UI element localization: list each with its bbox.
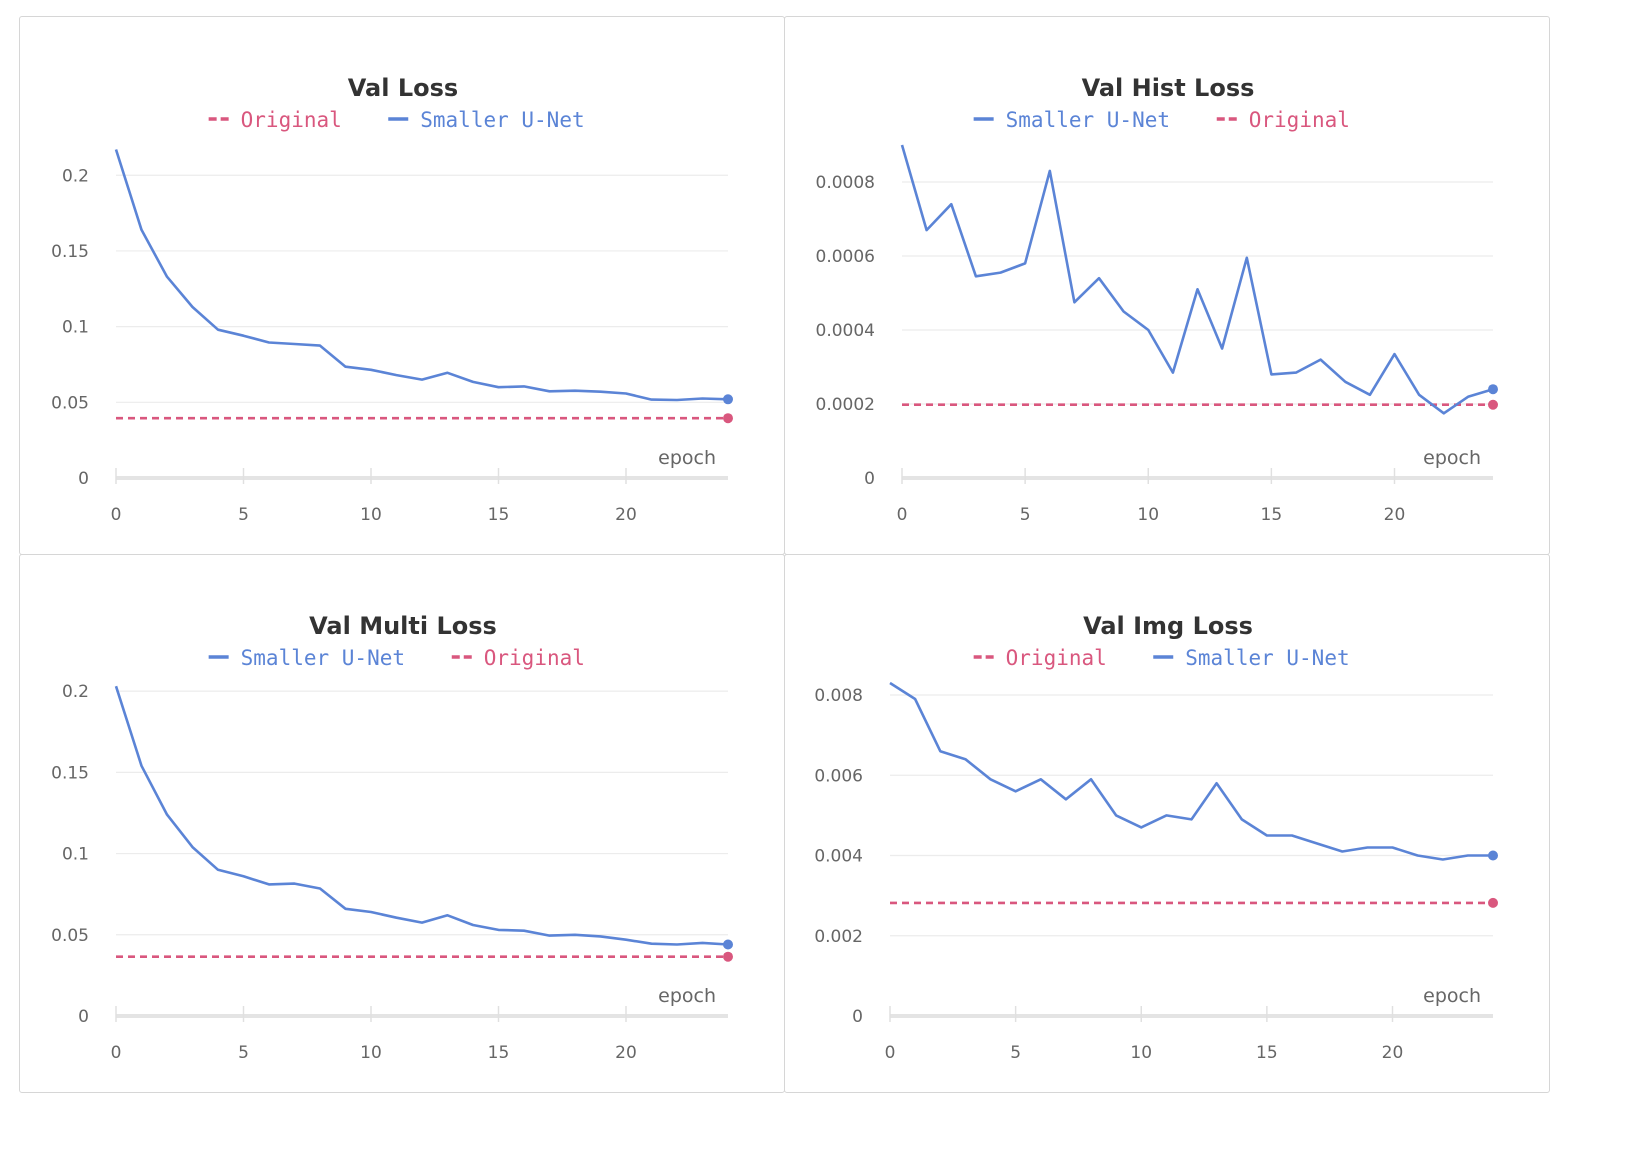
y-tick-label: 0.1 [62, 845, 89, 865]
x-tick-label: 0 [111, 1043, 122, 1063]
chart-title: Val Loss [348, 74, 458, 102]
x-tick-label: 0 [111, 505, 122, 525]
legend-label-smaller-u-net: Smaller U-Net [1006, 108, 1170, 132]
x-tick-label: 5 [1010, 1043, 1021, 1063]
chart-panel-val-loss: Val Loss Original Smaller U-Net 0 0.05 0.1 0.1… [19, 16, 785, 555]
y-tick-label: 0.0006 [816, 247, 875, 267]
y-tick-label: 0.0004 [816, 321, 875, 341]
series-line-smaller-u-net [900, 144, 1494, 415]
series-line-smaller-u-net [114, 149, 729, 402]
x-tick-label: 0 [897, 505, 908, 525]
y-tick-label: 0.002 [814, 927, 863, 947]
x-axis-label: epoch [1423, 985, 1481, 1007]
y-tick-label: 0.004 [814, 847, 863, 867]
y-tick-label: 0 [864, 469, 875, 489]
chart-title: Val Multi Loss [309, 612, 497, 640]
x-tick-label: 10 [1130, 1043, 1152, 1063]
chart-panel-val-multi-loss: Val Multi Loss Smaller U-Net Original 0 0.05… [19, 554, 785, 1093]
x-axis-label: epoch [658, 447, 716, 469]
x-tick-label: 10 [1137, 505, 1159, 525]
series-end-point-original [723, 951, 733, 962]
y-tick-label: 0.05 [51, 393, 89, 413]
y-tick-label: 0 [852, 1007, 863, 1027]
x-tick-label: 20 [615, 1043, 637, 1063]
x-tick-label: 0 [885, 1043, 896, 1063]
series-line-smaller-u-net [114, 685, 729, 946]
y-tick-label: 0.2 [62, 166, 89, 186]
series-end-point-smaller-u-net [723, 394, 733, 405]
y-tick-label: 0.15 [51, 242, 89, 262]
y-tick-label: 0.006 [814, 766, 863, 786]
series-end-point-original [1488, 399, 1498, 410]
x-tick-label: 15 [488, 1043, 510, 1063]
y-tick-label: 0.008 [814, 686, 863, 706]
y-tick-label: 0 [78, 469, 89, 489]
x-tick-label: 5 [238, 1043, 249, 1063]
legend-label-original: Original [1006, 646, 1107, 670]
legend-label-original: Original [241, 108, 342, 132]
chart-panel-val-img-loss: Val Img Loss Original Smaller U-Net 0 0.002 0… [784, 554, 1550, 1093]
x-tick-label: 20 [1384, 505, 1406, 525]
chart-panel-val-hist-loss: Val Hist Loss Smaller U-Net Original 0 0.000… [784, 16, 1550, 555]
y-tick-label: 0.0008 [816, 173, 875, 193]
x-tick-label: 10 [360, 505, 382, 525]
x-tick-label: 10 [360, 1043, 382, 1063]
y-tick-label: 0.1 [62, 318, 89, 338]
chart-title: Val Img Loss [1083, 612, 1253, 640]
x-tick-label: 5 [238, 505, 249, 525]
x-tick-label: 15 [1256, 1043, 1278, 1063]
chart-val-multi-loss: Val Multi Loss Smaller U-Net Original 0 0.05… [51, 612, 733, 1063]
chart-title: Val Hist Loss [1082, 74, 1255, 102]
series-end-point-smaller-u-net [1488, 850, 1498, 861]
y-tick-label: 0.15 [51, 763, 89, 783]
legend-label-original: Original [1249, 108, 1350, 132]
x-tick-label: 20 [1382, 1043, 1404, 1063]
series-end-point-original [723, 413, 733, 424]
chart-val-hist-loss: Val Hist Loss Smaller U-Net Original 0 0.000… [816, 74, 1498, 525]
x-tick-label: 5 [1020, 505, 1031, 525]
legend-label-original: Original [484, 646, 585, 670]
x-tick-label: 20 [615, 505, 637, 525]
y-tick-label: 0.2 [62, 682, 89, 702]
y-tick-label: 0.05 [51, 926, 89, 946]
y-tick-label: 0 [78, 1007, 89, 1027]
legend-label-smaller-u-net: Smaller U-Net [241, 646, 405, 670]
y-tick-label: 0.0002 [816, 395, 875, 415]
x-tick-label: 15 [488, 505, 510, 525]
x-axis-label: epoch [658, 985, 716, 1007]
series-end-point-original [1488, 897, 1498, 908]
legend-label-smaller-u-net: Smaller U-Net [1185, 646, 1349, 670]
series-end-point-smaller-u-net [723, 939, 733, 950]
x-axis-label: epoch [1423, 447, 1481, 469]
chart-val-img-loss: Val Img Loss Original Smaller U-Net 0 0.002 0… [814, 612, 1498, 1063]
x-tick-label: 15 [1261, 505, 1283, 525]
legend-label-smaller-u-net: Smaller U-Net [420, 108, 584, 132]
series-line-smaller-u-net [889, 681, 1493, 861]
series-end-point-smaller-u-net [1488, 384, 1498, 395]
